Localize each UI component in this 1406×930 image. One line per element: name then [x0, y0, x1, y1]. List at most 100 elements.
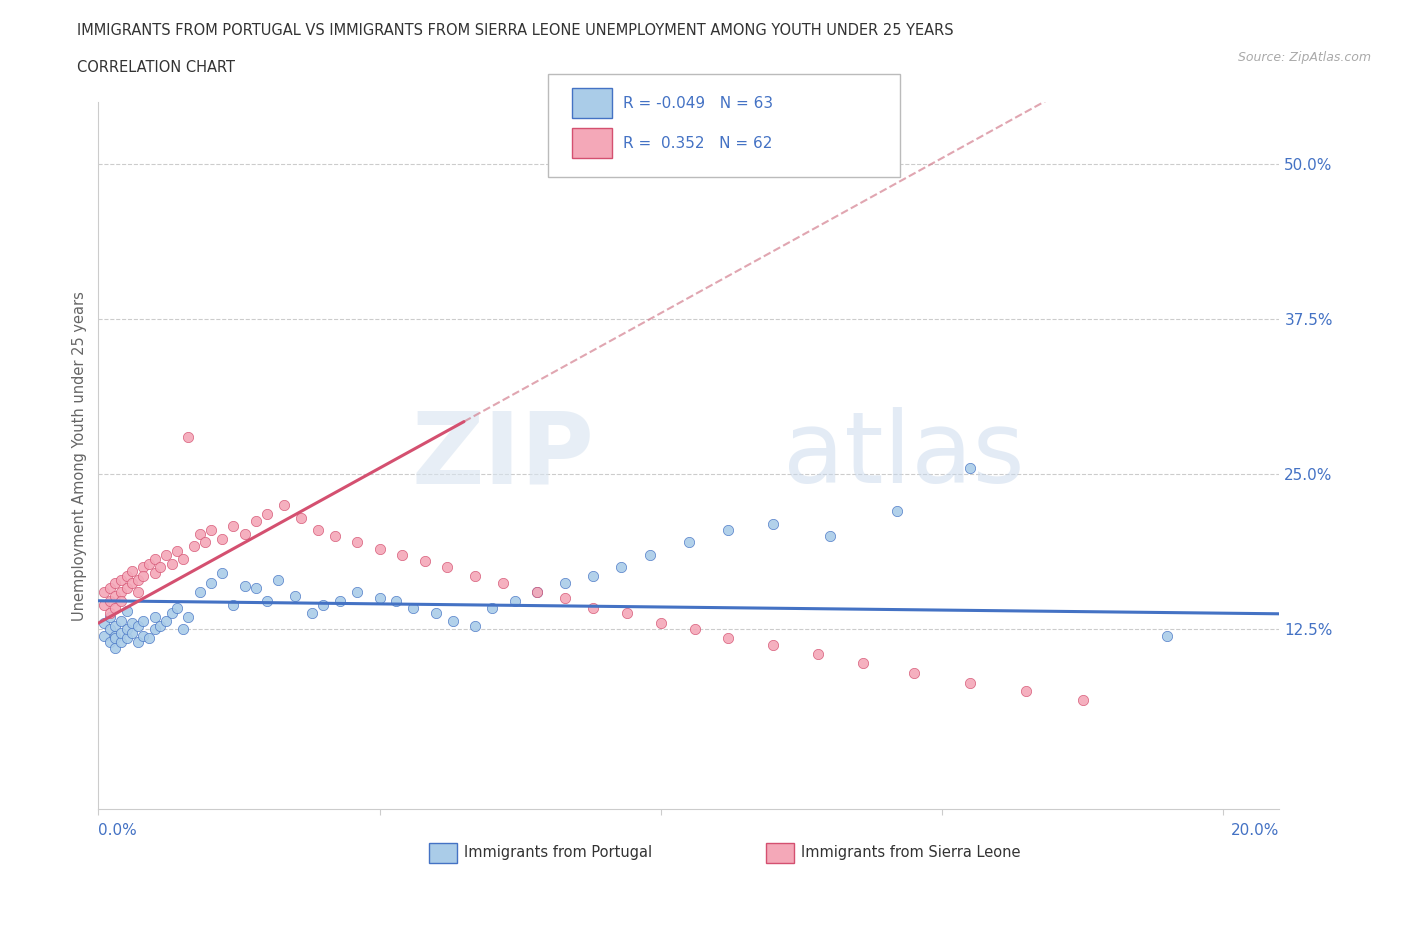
Point — [155, 548, 177, 563]
Text: Source: ZipAtlas.com: Source: ZipAtlas.com — [1237, 51, 1371, 64]
Point — [110, 593, 132, 608]
Point — [385, 593, 408, 608]
Point — [121, 616, 143, 631]
Point — [582, 568, 605, 583]
Point — [678, 535, 700, 550]
Point — [554, 576, 576, 591]
Point — [132, 560, 155, 575]
Point — [127, 618, 149, 633]
Point — [93, 597, 115, 612]
Text: Immigrants from Sierra Leone: Immigrants from Sierra Leone — [801, 845, 1021, 860]
Point — [554, 591, 576, 605]
Text: R = -0.049   N = 63: R = -0.049 N = 63 — [623, 96, 773, 111]
Point — [762, 516, 785, 531]
Point — [188, 585, 211, 600]
Point — [211, 566, 233, 581]
Point — [301, 605, 323, 620]
Point — [115, 631, 138, 645]
Point — [762, 638, 785, 653]
Point — [127, 572, 149, 587]
Point — [104, 631, 127, 645]
Point — [127, 585, 149, 600]
Point — [110, 626, 132, 641]
Point — [717, 523, 740, 538]
Point — [177, 430, 200, 445]
Point — [143, 551, 166, 566]
Point — [115, 581, 138, 596]
Point — [194, 535, 217, 550]
Point — [402, 601, 425, 616]
Point — [413, 553, 436, 568]
Point — [200, 523, 222, 538]
Point — [222, 519, 245, 534]
Point — [256, 507, 278, 522]
Text: ZIP: ZIP — [412, 407, 595, 504]
Point — [329, 593, 352, 608]
Point — [307, 523, 329, 538]
Point — [245, 581, 267, 596]
Point — [464, 568, 486, 583]
Point — [436, 560, 458, 575]
Point — [132, 613, 155, 628]
Point — [1015, 684, 1038, 698]
Point — [368, 541, 391, 556]
Point — [104, 641, 127, 656]
Point — [115, 622, 138, 637]
Point — [441, 613, 464, 628]
Point — [852, 656, 875, 671]
Point — [104, 628, 127, 643]
Point — [98, 622, 121, 637]
Text: 0.0%: 0.0% — [98, 823, 138, 838]
Point — [138, 631, 160, 645]
Point — [717, 631, 740, 645]
Point — [290, 511, 312, 525]
Point — [481, 601, 503, 616]
Point — [273, 498, 295, 512]
Point — [155, 613, 177, 628]
Point — [503, 593, 526, 608]
Point — [104, 618, 127, 633]
Point — [391, 548, 413, 563]
Point — [104, 601, 127, 616]
Point — [121, 576, 143, 591]
Point — [807, 646, 830, 661]
Point — [143, 622, 166, 637]
Point — [160, 605, 183, 620]
Point — [526, 585, 548, 600]
Point — [110, 613, 132, 628]
Point — [160, 556, 183, 571]
Point — [121, 564, 143, 578]
Point — [172, 551, 194, 566]
Point — [368, 591, 391, 605]
Point — [115, 604, 138, 618]
Point — [132, 628, 155, 643]
Point — [526, 585, 548, 600]
Point — [582, 601, 605, 616]
Point — [110, 585, 132, 600]
Point — [256, 593, 278, 608]
Text: CORRELATION CHART: CORRELATION CHART — [77, 60, 235, 75]
Point — [903, 665, 925, 680]
Point — [959, 460, 981, 475]
Point — [638, 548, 661, 563]
Point — [312, 597, 335, 612]
Text: 20.0%: 20.0% — [1232, 823, 1279, 838]
Point — [149, 560, 172, 575]
Point — [177, 609, 200, 624]
Point — [183, 538, 205, 553]
Point — [1071, 693, 1094, 708]
Point — [425, 605, 447, 620]
Point — [616, 605, 638, 620]
Point — [464, 618, 486, 633]
Point — [818, 529, 841, 544]
Point — [222, 597, 245, 612]
Point — [98, 634, 121, 649]
Point — [346, 585, 368, 600]
Point — [93, 616, 115, 631]
Point — [98, 605, 121, 620]
Text: R =  0.352   N = 62: R = 0.352 N = 62 — [623, 136, 772, 151]
Point — [149, 618, 172, 633]
Point — [138, 556, 160, 571]
Text: IMMIGRANTS FROM PORTUGAL VS IMMIGRANTS FROM SIERRA LEONE UNEMPLOYMENT AMONG YOUT: IMMIGRANTS FROM PORTUGAL VS IMMIGRANTS F… — [77, 23, 953, 38]
Point — [323, 529, 346, 544]
